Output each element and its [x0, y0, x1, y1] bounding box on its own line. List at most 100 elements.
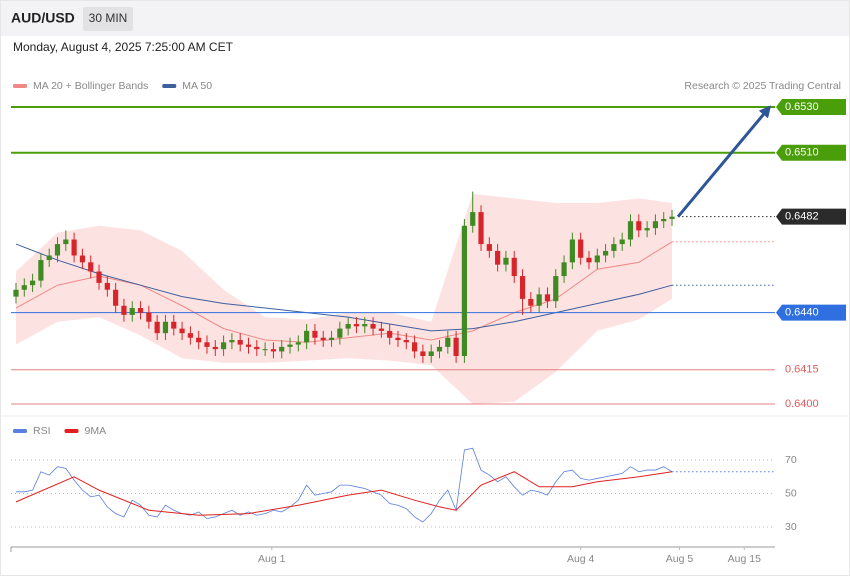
candle-body — [129, 308, 135, 315]
candle-body — [661, 218, 667, 222]
subtitle: Monday, August 4, 2025 7:25:00 AM CET — [13, 40, 234, 54]
moving-average-line — [15, 241, 673, 343]
candle-body — [196, 337, 202, 343]
x-tick-label: Aug 1 — [258, 553, 286, 565]
credit: Research © 2025 Trading Central — [684, 80, 841, 92]
y-tick-label: 70 — [785, 454, 797, 466]
candle-body — [602, 250, 609, 256]
candle-body — [544, 294, 551, 302]
candle-body — [420, 351, 426, 357]
candle-body — [461, 225, 468, 357]
candle-body — [270, 349, 277, 352]
candle-body — [63, 239, 69, 245]
candle-body — [179, 328, 185, 334]
candle-body — [46, 255, 52, 261]
candle-body — [586, 257, 592, 263]
candle-body — [104, 282, 110, 290]
candle-body — [569, 239, 575, 263]
candle-body — [146, 312, 152, 322]
y-tick-label: 50 — [785, 487, 797, 499]
candle-body — [619, 239, 625, 245]
candle-body — [328, 337, 335, 341]
candle-body — [337, 328, 343, 338]
candle-body — [113, 289, 119, 306]
level-label: 0.6400 — [785, 398, 819, 410]
level-label: 0.6530 — [785, 101, 819, 113]
candle-body — [279, 346, 285, 352]
x-tick-label: Aug 5 — [666, 553, 694, 565]
legend-swatch — [162, 84, 177, 88]
candle-body — [403, 340, 409, 343]
candle-body — [320, 337, 326, 341]
candle-body — [137, 308, 144, 313]
candle-body — [395, 337, 401, 341]
interval: 30 MIN — [89, 11, 128, 25]
candle-body — [154, 321, 160, 334]
level-label-box — [776, 304, 846, 321]
candle-body — [486, 244, 492, 251]
level-label: 0.6510 — [785, 147, 819, 159]
level-label: 0.6482 — [785, 211, 819, 223]
candle-body — [245, 344, 252, 347]
candle-body — [38, 260, 44, 281]
x-tick-label: Aug 15 — [728, 553, 761, 565]
chart-title: AUD/USD — [11, 10, 75, 26]
y-tick-label: 30 — [785, 521, 797, 533]
candle-body — [495, 250, 501, 265]
candle-body — [594, 255, 600, 263]
candle-body — [312, 330, 318, 338]
candle-body — [21, 285, 27, 290]
candle-body — [387, 330, 393, 338]
level-label: 0.6440 — [785, 307, 819, 319]
legend-swatch — [13, 429, 27, 433]
candle-body — [220, 342, 227, 350]
candle-body — [212, 346, 218, 350]
candle-body — [644, 228, 650, 231]
candle-body — [345, 324, 351, 329]
candle-body — [362, 324, 368, 327]
candle-body — [378, 328, 384, 331]
candle-body — [304, 330, 310, 343]
candle-body — [445, 337, 451, 347]
interval-badge — [83, 7, 133, 31]
candle-body — [561, 262, 567, 277]
candle-body — [553, 276, 559, 302]
level-label-box — [776, 208, 846, 225]
candle-body — [79, 255, 86, 263]
candle-body — [287, 344, 293, 347]
legend-label: 9MA — [85, 425, 107, 437]
candle-body — [669, 216, 675, 219]
candle-body — [295, 342, 301, 345]
candle-body — [627, 221, 634, 240]
candle-body — [370, 324, 376, 329]
candle-body — [636, 221, 642, 231]
candle-body — [519, 276, 526, 299]
candle-body — [162, 321, 169, 334]
bollinger-band — [15, 193, 673, 404]
candle-body — [71, 239, 77, 256]
legend-label: MA 20 + Bollinger Bands — [33, 80, 148, 92]
legend-swatch — [64, 429, 79, 433]
candle-body — [171, 321, 177, 329]
legend-label: RSI — [33, 425, 51, 437]
candle-body — [411, 342, 418, 352]
candle-body — [511, 257, 517, 277]
candle-body — [204, 342, 210, 347]
candle-body — [428, 351, 434, 357]
candle-body — [611, 244, 617, 251]
candle-body — [478, 212, 484, 245]
candle-body — [237, 340, 243, 345]
candle-body — [578, 239, 584, 258]
header-bar — [0, 0, 850, 36]
candle-body — [229, 340, 235, 343]
candle-body — [96, 271, 102, 283]
candle-body — [528, 298, 534, 306]
candle-body — [536, 294, 542, 306]
candle-body — [187, 333, 193, 338]
indicator-line — [15, 471, 673, 516]
candle-body — [503, 257, 509, 265]
candle-body — [29, 280, 36, 286]
candle-body — [453, 337, 459, 357]
